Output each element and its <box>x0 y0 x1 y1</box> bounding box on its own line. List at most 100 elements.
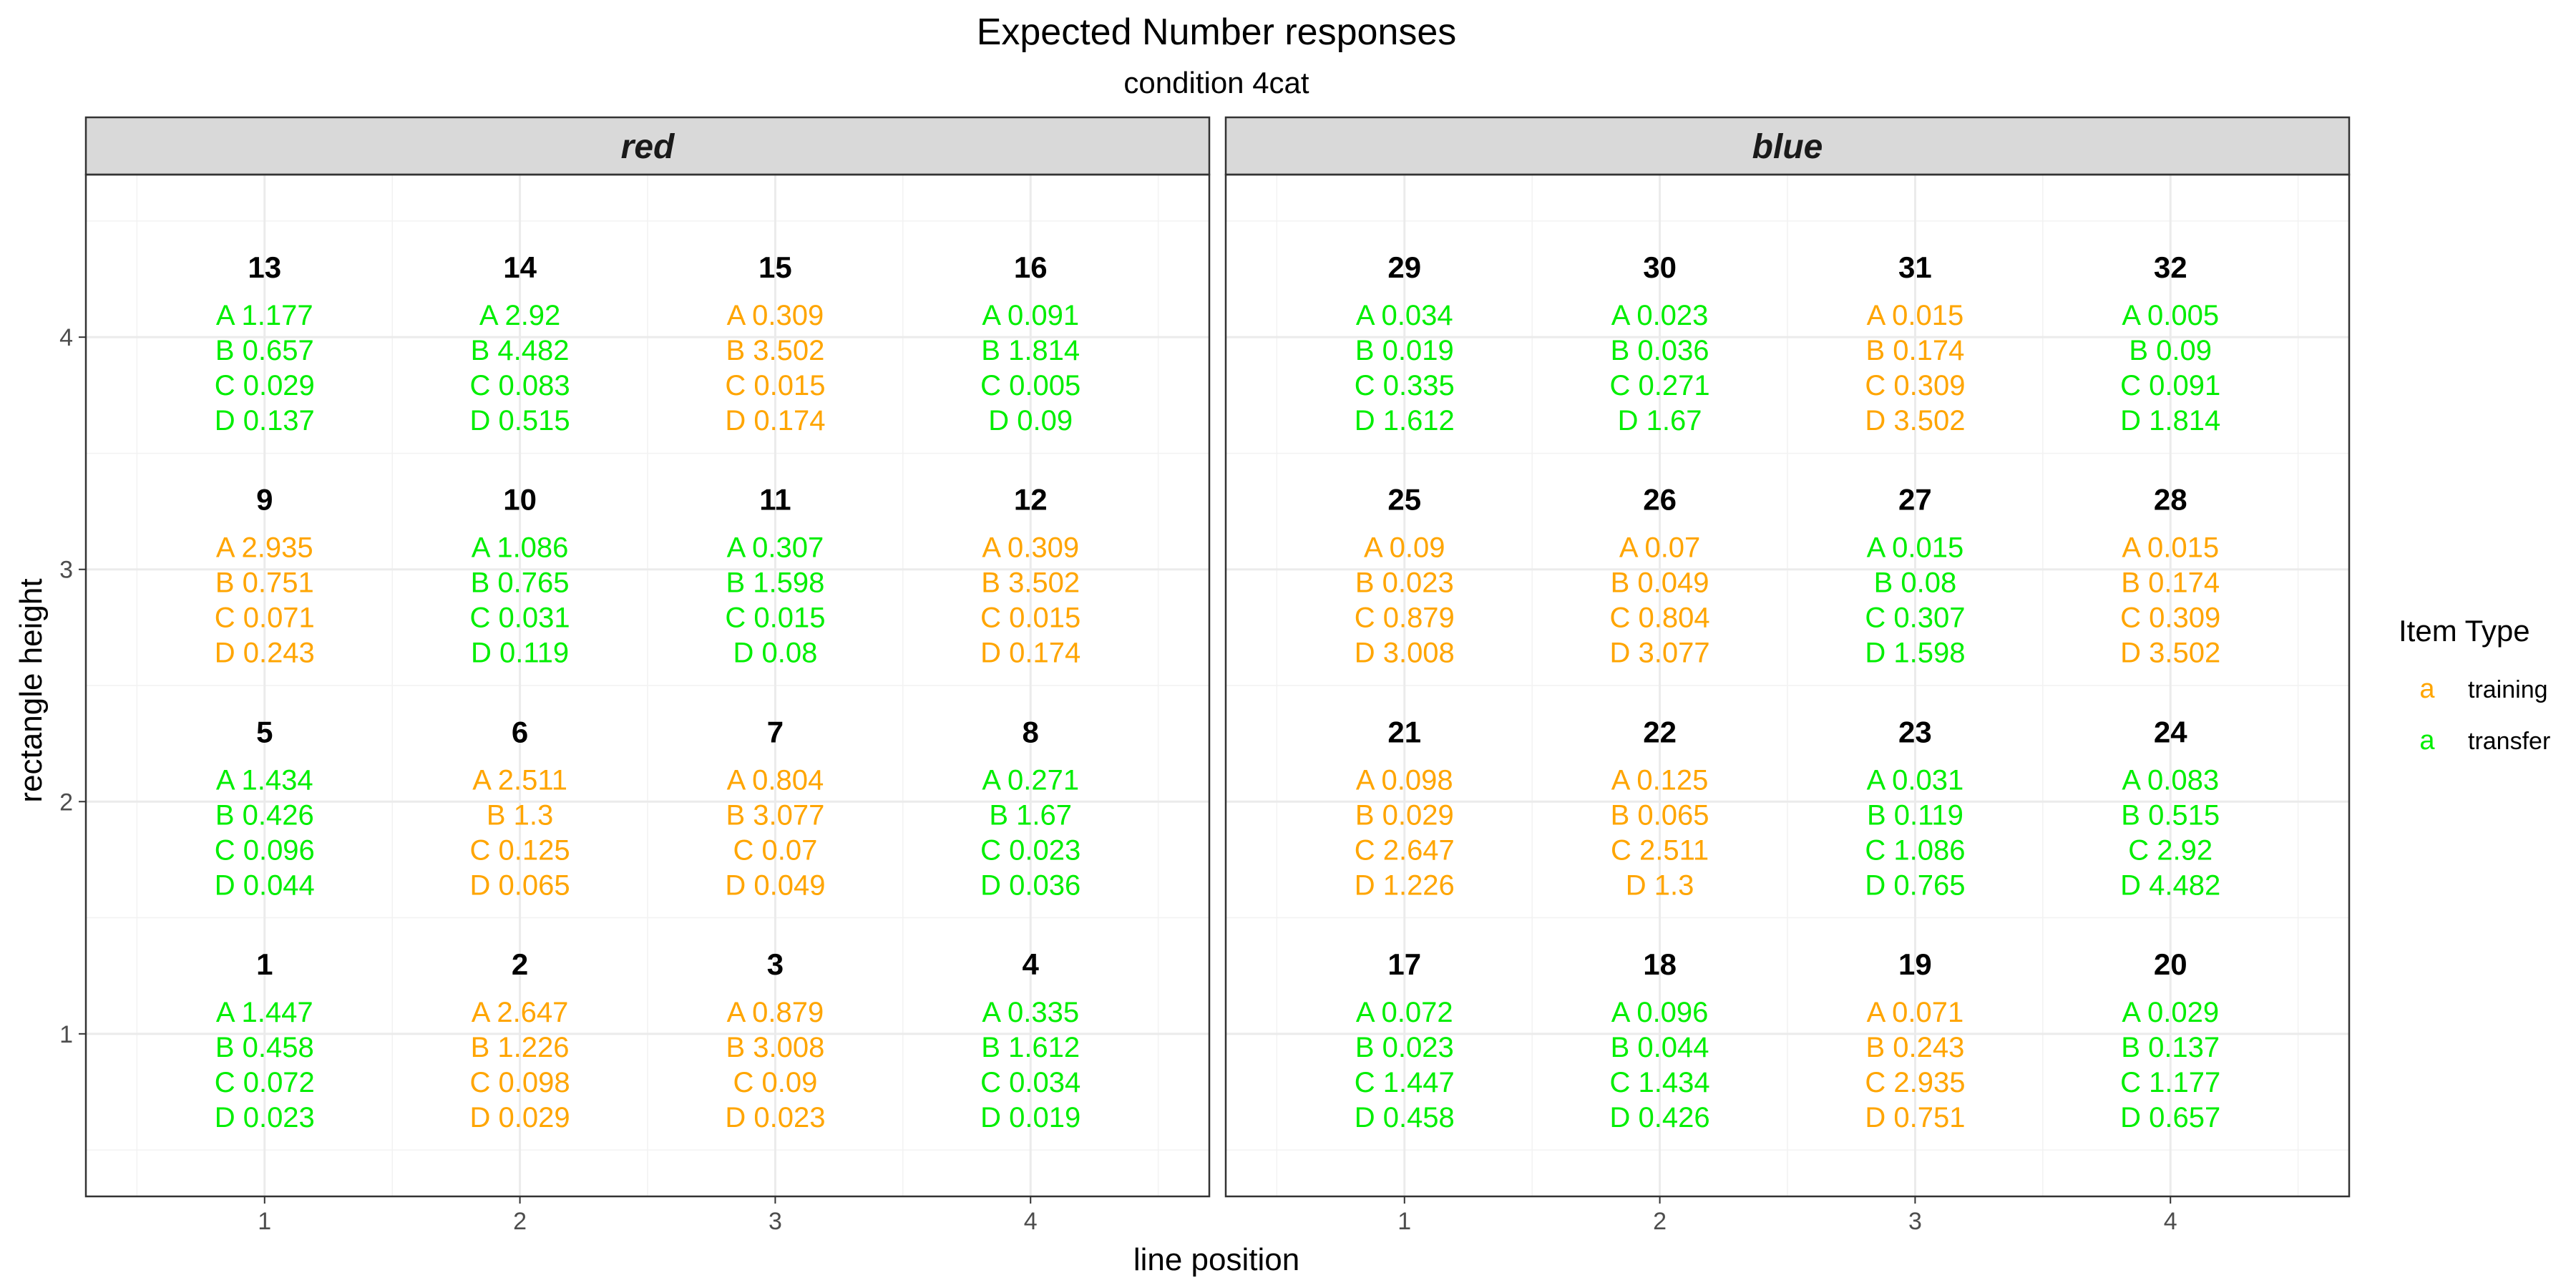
response-value: B 0.023 <box>1355 567 1454 599</box>
response-value: D 1.612 <box>1355 405 1455 436</box>
strip-background <box>84 116 1211 176</box>
response-value: C 1.447 <box>1355 1067 1455 1098</box>
response-value: D 3.502 <box>1865 405 1965 436</box>
response-value: D 3.502 <box>2120 638 2220 669</box>
response-value: A 0.015 <box>1867 532 1964 564</box>
response-value: D 0.174 <box>980 638 1080 669</box>
panel-cells: 29 A 0.034 B 0.019 C 0.335 D 1.612 30 A 0.023 B… <box>1355 250 2221 1133</box>
response-value: B 1.226 <box>471 1032 570 1063</box>
response-value: D 3.008 <box>1355 638 1455 669</box>
response-value: A 0.804 <box>727 764 824 796</box>
y-tick-label: 4 <box>59 324 73 351</box>
response-value: B 0.458 <box>215 1032 314 1063</box>
response-value: A 0.307 <box>727 532 824 564</box>
response-value: B 0.765 <box>471 567 570 599</box>
response-value: B 0.036 <box>1611 335 1709 366</box>
response-value: B 0.137 <box>2121 1032 2220 1063</box>
x-tick-label: 3 <box>769 1208 782 1235</box>
response-value: C 2.647 <box>1355 834 1455 866</box>
cell-number: 24 <box>2154 715 2187 748</box>
legend-title: Item Type <box>2399 614 2530 648</box>
cell-number: 9 <box>256 483 273 517</box>
response-value: A 0.023 <box>1611 300 1709 331</box>
response-value: B 0.09 <box>2129 335 2212 366</box>
response-value: A 0.09 <box>1364 532 1445 564</box>
cell-4: 4 A 0.335 B 1.612 C 0.034 D 0.019 <box>980 947 1080 1133</box>
response-value: D 0.023 <box>215 1102 315 1133</box>
cell-31: 31 A 0.015 B 0.174 C 0.309 D 3.502 <box>1865 250 1965 436</box>
cell-number: 15 <box>758 250 792 284</box>
y-tick-label: 3 <box>59 557 73 584</box>
panel-grid <box>1226 175 2349 1196</box>
cell-number: 10 <box>503 483 537 517</box>
cell-3: 3 A 0.879 B 3.008 C 0.09 D 0.023 <box>725 947 825 1133</box>
response-value: A 0.031 <box>1867 764 1964 796</box>
response-value: B 0.08 <box>1874 567 1957 599</box>
response-value: C 0.083 <box>470 370 570 401</box>
response-value: A 0.083 <box>2122 764 2219 796</box>
response-value: D 0.174 <box>725 405 825 436</box>
cell-number: 20 <box>2154 947 2187 981</box>
cell-30: 30 A 0.023 B 0.036 C 0.271 D 1.67 <box>1610 250 1710 436</box>
response-value: B 0.029 <box>1355 799 1454 831</box>
response-value: C 0.804 <box>1610 602 1710 634</box>
response-value: C 0.029 <box>215 370 315 401</box>
cell-number: 13 <box>248 250 281 284</box>
response-value: D 0.019 <box>980 1102 1080 1133</box>
response-value: D 0.023 <box>725 1102 825 1133</box>
cell-13: 13 A 1.177 B 0.657 C 0.029 D 0.137 <box>215 250 315 436</box>
cell-number: 21 <box>1387 715 1421 748</box>
response-value: D 0.765 <box>1865 869 1965 901</box>
response-value: D 0.049 <box>725 869 825 901</box>
legend-label: training <box>2468 676 2548 703</box>
response-value: D 1.598 <box>1865 638 1965 669</box>
cell-number: 29 <box>1387 250 1421 284</box>
response-value: A 0.098 <box>1356 764 1453 796</box>
response-value: A 0.015 <box>1867 300 1964 331</box>
response-value: D 1.814 <box>2120 405 2220 436</box>
response-value: B 0.426 <box>215 799 314 831</box>
cell-19: 19 A 0.071 B 0.243 C 2.935 D 0.751 <box>1865 947 1965 1133</box>
response-value: D 0.08 <box>733 638 817 669</box>
cell-number: 25 <box>1387 483 1421 517</box>
response-value: B 0.044 <box>1611 1032 1709 1063</box>
x-tick-label: 1 <box>258 1208 271 1235</box>
x-tick-label: 1 <box>1397 1208 1411 1235</box>
response-value: D 0.09 <box>988 405 1073 436</box>
response-value: B 0.751 <box>215 567 314 599</box>
response-value: A 1.447 <box>216 997 313 1028</box>
response-value: C 0.309 <box>2120 602 2220 634</box>
cell-number: 2 <box>512 947 528 981</box>
cell-17: 17 A 0.072 B 0.023 C 1.447 D 0.458 <box>1355 947 1455 1133</box>
cell-number: 17 <box>1387 947 1421 981</box>
response-value: D 0.036 <box>980 869 1080 901</box>
response-value: A 0.071 <box>1867 997 1964 1028</box>
response-value: D 1.226 <box>1355 869 1455 901</box>
strip-label-blue: blue <box>1752 128 1823 166</box>
response-value: B 3.502 <box>726 335 824 366</box>
response-value: A 0.034 <box>1356 300 1453 331</box>
response-value: B 0.065 <box>1611 799 1709 831</box>
response-value: B 1.814 <box>981 335 1080 366</box>
response-value: C 0.071 <box>215 602 315 634</box>
response-value: A 0.335 <box>982 997 1079 1028</box>
response-value: B 0.657 <box>215 335 314 366</box>
response-value: C 0.091 <box>2120 370 2220 401</box>
strip-background <box>1224 116 2351 176</box>
response-value: C 1.434 <box>1610 1067 1710 1098</box>
response-value: B 0.515 <box>2121 799 2220 831</box>
response-value: A 0.091 <box>982 300 1079 331</box>
response-value: C 0.015 <box>725 602 825 634</box>
y-axis-title: rectangle height <box>14 578 49 802</box>
response-value: C 0.072 <box>215 1067 315 1098</box>
cell-18: 18 A 0.096 B 0.044 C 1.434 D 0.426 <box>1610 947 1710 1133</box>
x-axis-title: line position <box>1133 1242 1299 1277</box>
response-value: A 1.086 <box>472 532 569 564</box>
